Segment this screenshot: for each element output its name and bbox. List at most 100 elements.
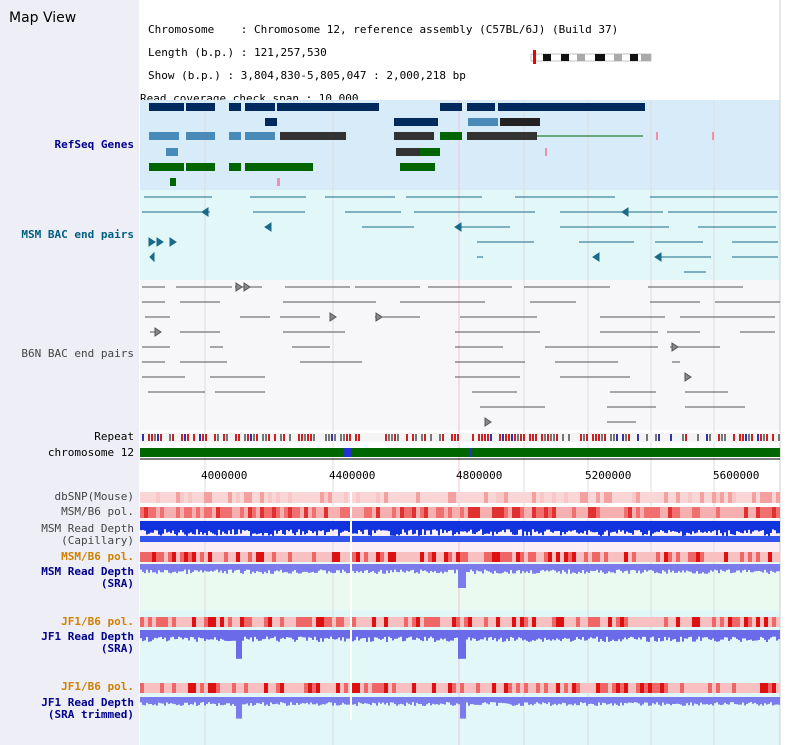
heat-cell <box>396 492 400 503</box>
depth-bar <box>346 697 348 705</box>
jf1-pol-label[interactable]: JF1/B6 pol. <box>61 615 134 628</box>
heat-cell <box>460 617 464 627</box>
chromosome-label[interactable]: chromosome 12 <box>47 446 134 459</box>
heat-cell <box>260 507 264 518</box>
repeat-label[interactable]: Repeat <box>94 430 134 443</box>
depth-bar <box>320 521 322 532</box>
heat-cell <box>332 507 336 518</box>
chromosome-bar[interactable] <box>140 448 780 457</box>
refseq-genes[interactable] <box>149 103 714 186</box>
heat-cell <box>756 492 760 503</box>
depth-bar <box>644 564 646 570</box>
depth-bar <box>396 630 398 639</box>
depth-bar <box>458 630 460 659</box>
heat-cell <box>592 552 596 562</box>
heat-cell <box>772 507 776 518</box>
heat-cell <box>364 492 368 503</box>
depth-bar <box>232 630 234 641</box>
heat-cell <box>744 552 748 562</box>
b6n-bac-label[interactable]: B6N BAC end pairs <box>21 347 134 360</box>
jf1-read-trimmed-label[interactable]: JF1 Read Depth <box>41 696 134 709</box>
depth-bar <box>146 564 148 570</box>
repeat-track[interactable] <box>140 433 780 442</box>
heat-cell <box>236 683 240 693</box>
depth-bar <box>394 521 396 536</box>
heat-cell <box>652 617 656 627</box>
msm-read-capillary-label[interactable]: MSM Read Depth <box>41 522 134 535</box>
depth-bar <box>594 564 596 571</box>
depth-bar <box>580 564 582 574</box>
depth-bar <box>306 521 308 534</box>
depth-bar <box>522 564 524 572</box>
left-label-panel <box>0 0 139 745</box>
heat-cell <box>660 552 664 562</box>
depth-bar <box>148 521 150 534</box>
depth-bar <box>516 697 518 705</box>
depth-bar <box>720 630 722 640</box>
depth-bar <box>556 521 558 532</box>
heat-cell <box>560 617 564 627</box>
depth-bar <box>258 630 260 641</box>
heat-cell <box>612 552 616 562</box>
repeat-mark <box>217 434 219 441</box>
msm-b6-pol-label[interactable]: MSM/B6 pol. <box>61 505 134 518</box>
heat-cell <box>668 507 672 518</box>
heat-cell <box>704 492 708 503</box>
repeat-mark <box>622 434 624 441</box>
chromosome-ideogram[interactable] <box>530 50 652 64</box>
heat-cell <box>496 492 500 503</box>
jf1-read-trimmed-sub-label[interactable]: (SRA trimmed) <box>47 708 134 721</box>
depth-bar <box>378 697 380 703</box>
msm-read-capillary-sub-label[interactable]: (Capillary) <box>61 534 134 547</box>
msm-bac-label[interactable]: MSM BAC end pairs <box>21 228 134 241</box>
heat-cell <box>352 492 356 503</box>
depth-bar <box>588 564 590 573</box>
heat-cell <box>268 507 272 518</box>
depth-bar <box>746 564 748 572</box>
depth-bar <box>202 564 204 573</box>
depth-bar <box>400 521 402 534</box>
depth-bar <box>604 630 606 642</box>
depth-bar <box>314 521 316 532</box>
depth-bar <box>496 564 498 573</box>
heat-cell <box>412 552 416 562</box>
jf1-pol-trimmed-label[interactable]: JF1/B6 pol. <box>61 680 134 693</box>
depth-bar <box>180 564 182 572</box>
depth-bar <box>202 521 204 535</box>
msm-bac-end-pairs[interactable] <box>142 196 778 273</box>
depth-bar <box>176 630 178 640</box>
depth-bar <box>362 564 364 574</box>
heat-cell <box>420 552 424 562</box>
heat-cell <box>256 507 260 518</box>
depth-bar <box>778 521 780 534</box>
repeat-mark <box>604 434 606 441</box>
b6n-bac-end-pairs[interactable] <box>142 282 780 427</box>
heat-cell <box>316 617 320 627</box>
depth-bar <box>396 521 398 535</box>
depth-bar <box>626 630 628 640</box>
heat-cell <box>716 617 720 627</box>
depth-bar <box>552 564 554 570</box>
repeat-mark <box>202 434 204 441</box>
heat-cell <box>500 617 504 627</box>
msm-read-sra-sub-label[interactable]: (SRA) <box>100 577 134 590</box>
heat-cell <box>272 617 276 627</box>
jf1-read-sra-label[interactable]: JF1 Read Depth <box>41 630 134 643</box>
heat-cell <box>772 617 776 627</box>
depth-bar <box>730 521 732 534</box>
jf1-read-sra-sub-label[interactable]: (SRA) <box>100 642 134 655</box>
depth-bar <box>260 564 262 573</box>
depth-bar <box>162 564 164 573</box>
msm-read-sra-label[interactable]: MSM Read Depth <box>41 565 134 578</box>
depth-bar <box>638 564 640 571</box>
depth-bar <box>400 564 402 570</box>
depth-bar <box>290 564 292 574</box>
depth-bar <box>442 697 444 704</box>
heat-cell <box>580 492 584 503</box>
refseq-genes-label[interactable]: RefSeq Genes <box>54 138 134 151</box>
depth-bar <box>496 697 498 706</box>
dbsnp-label[interactable]: dbSNP(Mouse) <box>54 490 134 503</box>
msm-b6-pol-sra-label[interactable]: MSM/B6 pol. <box>61 550 134 563</box>
heat-cell <box>168 507 172 518</box>
